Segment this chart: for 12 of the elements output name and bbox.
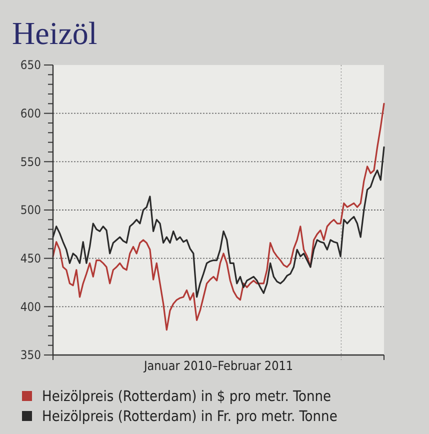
y-tick-label: 400 [20, 300, 42, 314]
legend-label: Heizölpreis (Rotterdam) in Fr. pro metr. Tonne [42, 409, 338, 425]
y-tick-label: 550 [20, 154, 42, 169]
y-tick-label: 450 [20, 252, 42, 266]
y-tick-label: 500 [20, 203, 42, 218]
y-tick-label: 350 [20, 348, 42, 362]
x-axis-title: Januar 2010–Februar 2011 [142, 358, 294, 373]
y-tick-label: 600 [20, 106, 42, 121]
y-tick-label: 650 [20, 58, 42, 72]
chart-title: Heizöl [12, 15, 98, 51]
legend-label: Heizölpreis (Rotterdam) in $ pro metr. Tonne [42, 389, 332, 405]
line-series [52, 102, 385, 331]
